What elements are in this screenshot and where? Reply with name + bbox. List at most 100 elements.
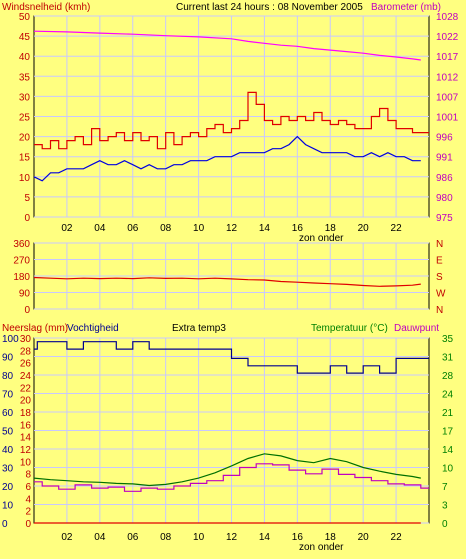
rain-tick-label: 10 [20,457,32,468]
rain-tick-label: 6 [25,482,31,493]
barometer-tick-label: 1022 [436,32,459,43]
rain-tick-label: 8 [25,470,31,481]
rain-tick-label: 22 [20,383,32,394]
humidity-tick-label: 50 [2,427,14,438]
barometer-tick-label: 1012 [436,72,459,83]
humidity-tick-label: 30 [2,464,14,475]
compass-label: N [436,305,443,316]
humidity-tick-label: 100 [2,334,19,345]
dewpoint-series [34,463,429,492]
x-tick-label: 04 [94,532,106,543]
x-tick-label: 06 [127,532,139,543]
wind-tick-label: 20 [19,133,31,144]
humidity-tick-label: 20 [2,482,14,493]
wind-tick-label: 10 [19,173,31,184]
x-tick-label: 18 [325,532,337,543]
direction-tick-label: 270 [13,256,30,267]
wind-direction-series [33,276,421,287]
extra-temp-label: Extra temp3 [172,323,226,334]
wind-tick-label: 5 [24,193,30,204]
temperature-axis-title: Temperatuur (°C) [311,323,388,334]
rain-tick-label: 12 [20,445,32,456]
humidity-tick-label: 70 [2,390,14,401]
wind-tick-label: 40 [19,52,31,63]
rain-tick-label: 18 [20,408,32,419]
temperature-tick-label: 28 [442,371,454,382]
temperature-tick-label: 24 [442,390,454,401]
barometer-tick-label: 991 [436,153,453,164]
compass-label: S [436,272,443,283]
wind-tick-label: 0 [24,213,30,224]
series-lines [33,30,429,524]
x-tick-label: 08 [160,532,172,543]
barometer-tick-label: 996 [436,133,453,144]
x-tick-label: 14 [259,223,271,234]
direction-tick-label: 360 [13,239,30,250]
x-tick-label: 18 [325,223,337,234]
barometer-tick-label: 1028 [436,12,459,23]
direction-tick-label: 180 [13,272,30,283]
rain-tick-label: 28 [20,346,32,357]
rain-tick-label: 30 [20,334,32,345]
compass-label: N [436,239,443,250]
wind-tick-label: 25 [19,113,31,124]
x-tick-label: 02 [61,532,73,543]
rain-tick-label: 24 [20,371,32,382]
rain-tick-label: 0 [25,519,31,530]
compass-label: E [436,256,443,267]
temperature-tick-label: 7 [442,482,448,493]
rain-axis-title: Neerslag (mm) [2,323,68,334]
x-tick-label: 04 [94,223,106,234]
humidity-tick-label: 90 [2,353,14,364]
x-tick-label: 22 [391,532,403,543]
barometer-axis-title: Barometer (mb) [371,2,441,13]
x-tick-label: 16 [292,532,304,543]
humidity-tick-label: 10 [2,501,14,512]
x-tick-label: 16 [292,223,304,234]
temperature-tick-label: 0 [442,519,448,530]
x-tick-label: 12 [226,223,238,234]
wind-tick-label: 35 [19,72,31,83]
temperature-tick-label: 14 [442,445,454,456]
rain-tick-label: 20 [20,396,32,407]
wind-speed-series [34,91,429,150]
rain-tick-label: 14 [20,433,32,444]
barometer-tick-label: 980 [436,193,453,204]
barometer-series [33,30,421,61]
wind-tick-label: 50 [19,12,31,23]
direction-tick-label: 0 [24,305,30,316]
rain-tick-label: 16 [20,420,32,431]
wind-average-series [33,135,421,182]
x-tick-label: 02 [61,223,73,234]
temperature-tick-label: 31 [442,353,454,364]
x-tick-label: 22 [391,223,403,234]
x-tick-label: 08 [160,223,172,234]
grid-lines [34,15,429,524]
barometer-tick-label: 1001 [436,113,459,124]
rain-tick-label: 4 [25,494,31,505]
wind-tick-label: 45 [19,32,31,43]
humidity-tick-label: 0 [2,519,8,530]
wind-tick-label: 15 [19,153,31,164]
dewpoint-axis-title: Dauwpunt [394,323,439,334]
humidity-tick-label: 80 [2,371,14,382]
wind-axis-title: Windsnelheid (kmh) [2,2,90,13]
sunset-label-top: zon onder [299,233,344,244]
compass-label: W [436,289,446,300]
barometer-tick-label: 1017 [436,52,459,63]
x-tick-label: 12 [226,532,238,543]
direction-tick-label: 90 [19,289,31,300]
x-tick-label: 14 [259,532,271,543]
humidity-tick-label: 60 [2,408,14,419]
humidity-axis-title: Vochtigheid [67,323,119,334]
x-tick-label: 10 [193,223,205,234]
x-tick-label: 20 [358,223,370,234]
x-tick-label: 10 [193,532,205,543]
sunset-label-bottom: zon onder [299,542,344,553]
temperature-series [33,453,421,487]
humidity-series [34,341,429,374]
rain-tick-label: 2 [25,507,31,518]
rain-tick-label: 26 [20,359,32,370]
temperature-tick-label: 10 [442,464,454,475]
